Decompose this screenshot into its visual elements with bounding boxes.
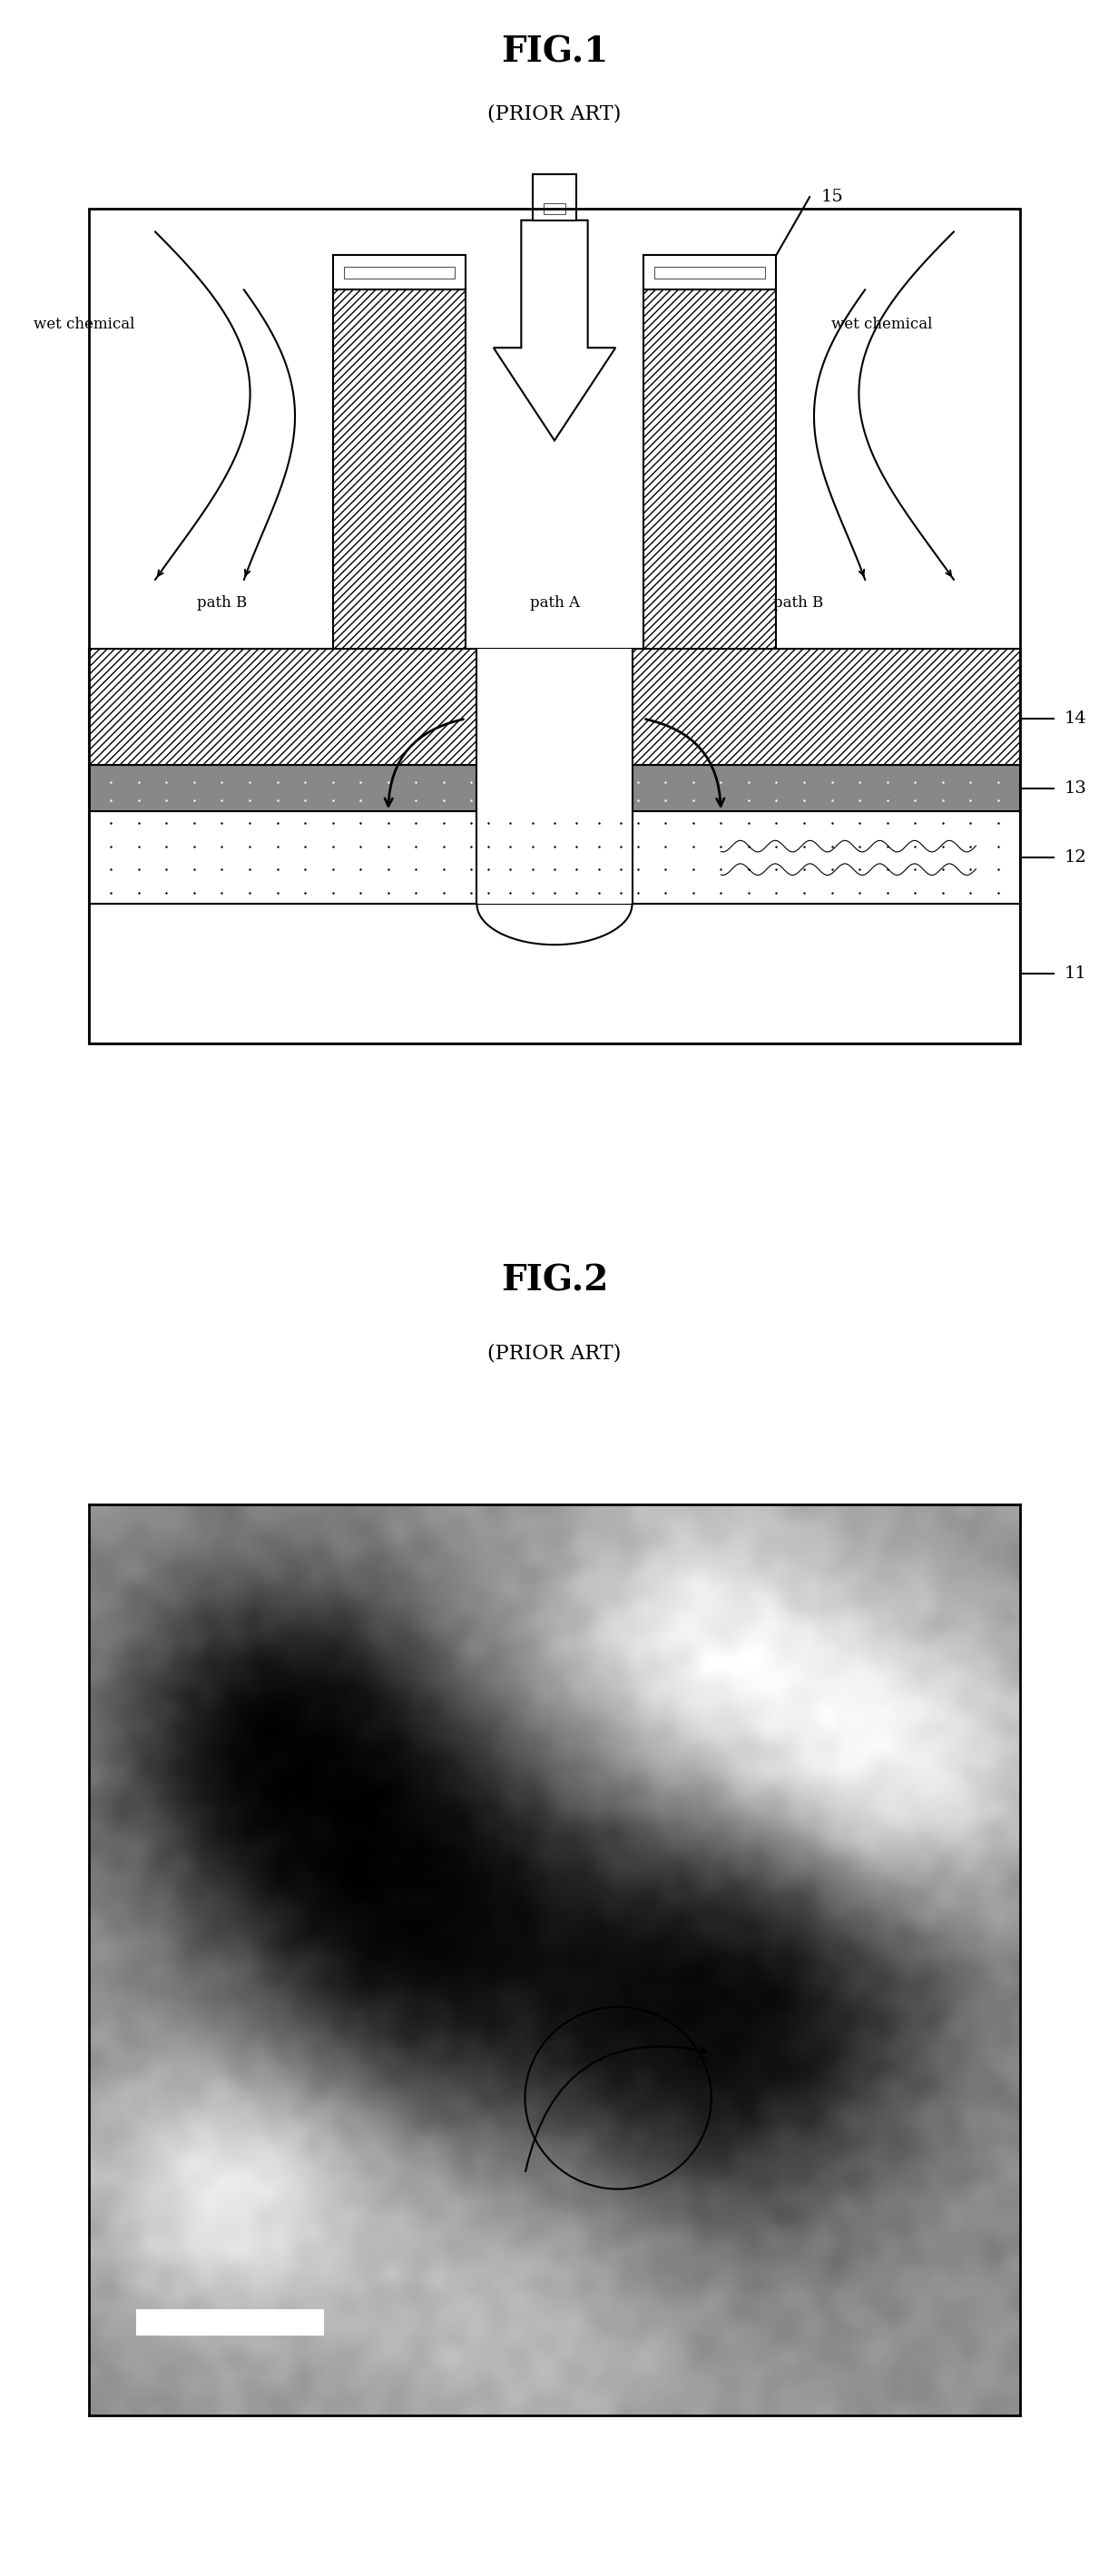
Bar: [643, 255, 776, 289]
Bar: [643, 289, 776, 649]
Bar: [136, 2311, 323, 2334]
Text: 13: 13: [1065, 781, 1087, 796]
Bar: [89, 209, 1020, 1043]
Text: (PRIOR ART): (PRIOR ART): [488, 103, 621, 124]
Text: 50 nm: 50 nm: [146, 2324, 180, 2334]
Bar: [89, 649, 1020, 765]
Text: 12: 12: [1065, 850, 1087, 866]
Text: path B: path B: [196, 595, 247, 611]
Bar: [344, 265, 455, 278]
Bar: [477, 649, 632, 904]
Text: path A: path A: [529, 595, 580, 611]
Polygon shape: [494, 222, 615, 440]
Text: 15: 15: [821, 188, 843, 206]
Text: wet chemical: wet chemical: [33, 317, 134, 332]
Bar: [89, 811, 1020, 904]
Bar: [333, 255, 466, 289]
Bar: [654, 265, 765, 278]
Text: path B: path B: [773, 595, 824, 611]
Bar: [532, 175, 577, 222]
Text: 50 nm: 50 nm: [155, 2367, 196, 2383]
Bar: [521, 222, 588, 381]
Text: FIG.1: FIG.1: [501, 36, 608, 70]
Text: wet chemical: wet chemical: [832, 317, 933, 332]
Text: 11: 11: [1065, 966, 1087, 981]
Text: 14: 14: [1065, 711, 1087, 726]
Text: (PRIOR ART): (PRIOR ART): [488, 1345, 621, 1363]
Bar: [333, 289, 466, 649]
Bar: [543, 204, 566, 214]
Bar: [89, 904, 1020, 1043]
Text: FIG.2: FIG.2: [501, 1262, 608, 1298]
Bar: [89, 765, 1020, 811]
